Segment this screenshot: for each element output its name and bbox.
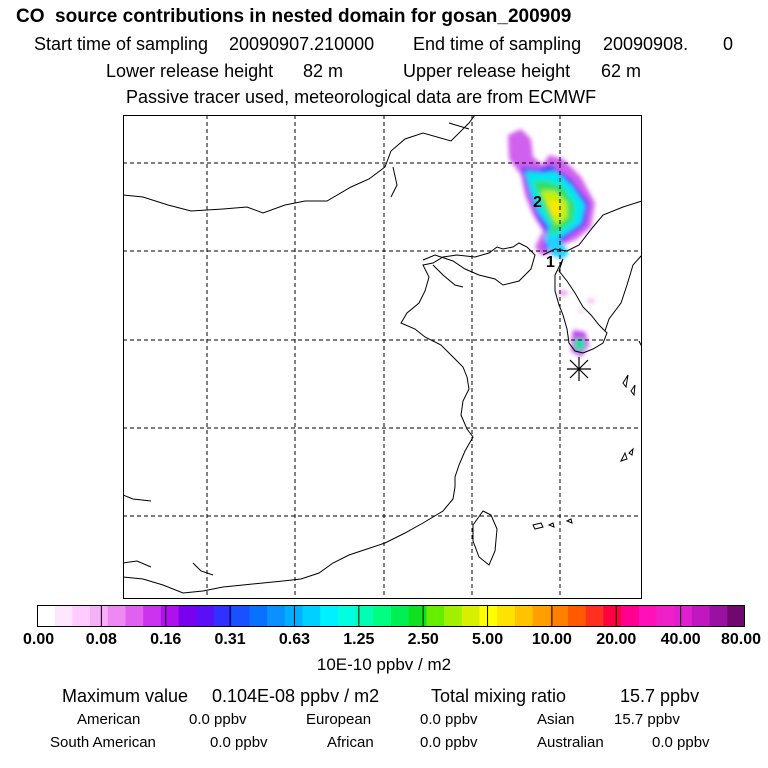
colorbar-tick-label: 0.00 (22, 631, 55, 648)
colorbar-cell (355, 605, 374, 627)
lower-release-label: Lower release height (106, 61, 274, 81)
region-name: Australian (537, 734, 604, 751)
region-value: 0.0 ppbv (189, 711, 247, 728)
region-name: Asian (537, 711, 575, 728)
colorbar-cell (302, 605, 321, 627)
plume-label-1: 1 (546, 254, 555, 271)
region-value: 0.0 ppbv (652, 734, 710, 751)
colorbar-cell (160, 605, 180, 627)
colorbar-tick-label: 0.08 (85, 631, 117, 648)
colorbar-tick-label: 20.00 (596, 631, 637, 648)
coastlines (123, 115, 642, 594)
region-name: European (306, 711, 372, 728)
gosan-station-marker (567, 357, 591, 381)
colorbar-cell (426, 605, 445, 627)
colorbar-cell (231, 605, 250, 627)
colorbar-cell (284, 605, 304, 627)
colorbar-cell (37, 605, 56, 627)
end-time-value: 20090908. (603, 34, 689, 54)
colorbar-cell (479, 605, 498, 627)
region-name: African (327, 734, 374, 751)
colorbar-cell (408, 605, 427, 627)
colorbar-cell (125, 605, 144, 627)
upper-release-label: Upper release height (403, 61, 571, 81)
total-mixing-label: Total mixing ratio (431, 686, 567, 706)
region-value: 0.0 ppbv (420, 711, 478, 728)
colorbar-tick-label: 2.50 (407, 631, 439, 648)
region-value: 15.7 ppbv (614, 711, 680, 728)
tracer-note: Passive tracer used, meteorological data… (126, 87, 597, 107)
colorbar-cell (72, 605, 91, 627)
colorbar-cell (54, 605, 73, 627)
colorbar-cell (337, 605, 357, 627)
colorbar-cell (585, 605, 604, 627)
colorbar-cell (373, 605, 392, 627)
colorbar-tick-label: 0.63 (278, 631, 311, 648)
colorbar-tick-label: 0.16 (150, 631, 182, 648)
colorbar-cell (196, 605, 215, 627)
start-time-label: Start time of sampling (34, 34, 209, 54)
end-time-extra: 0 (723, 34, 734, 54)
colorbar-cell (709, 605, 728, 627)
lower-release-value: 82 m (303, 61, 344, 81)
colorbar-cell (568, 605, 587, 627)
colorbar-cell (656, 605, 675, 627)
colorbar-cell (391, 605, 410, 627)
map-title: CO source contributions in nested domain… (16, 6, 572, 27)
colorbar-cell (107, 605, 127, 627)
plume-label-2: 2 (533, 194, 542, 211)
colorbar-cell (497, 605, 516, 627)
colorbar-cell (444, 605, 463, 627)
end-time-label: End time of sampling (413, 34, 582, 54)
region-value: 0.0 ppbv (210, 734, 268, 751)
colorbar (37, 605, 745, 627)
colorbar-cell (603, 605, 622, 627)
colorbar-units: 10E-10 ppbv / m2 (316, 655, 452, 674)
colorbar-tick-label: 10.00 (531, 631, 572, 648)
colorbar-cell (621, 605, 640, 627)
colorbar-cell (514, 605, 534, 627)
colorbar-cell (178, 605, 197, 627)
total-mixing-value: 15.7 ppbv (620, 686, 700, 706)
colorbar-cell (691, 605, 711, 627)
colorbar-cell (532, 605, 551, 627)
colorbar-cell (674, 605, 693, 627)
start-time-value: 20090907.210000 (229, 34, 375, 54)
colorbar-cell (461, 605, 481, 627)
colorbar-tick-label: 80.00 (720, 631, 762, 648)
region-name: American (77, 711, 141, 728)
colorbar-cell (638, 605, 658, 627)
map-panel: 2 1 (123, 115, 642, 599)
colorbar-tick-label: 40.00 (660, 631, 701, 648)
colorbar-cell (214, 605, 233, 627)
max-value-label: Maximum value (62, 686, 189, 706)
colorbar-cell (90, 605, 109, 627)
upper-release-value: 62 m (601, 61, 642, 81)
colorbar-tick-label: 1.25 (343, 631, 375, 648)
colorbar-cell (267, 605, 286, 627)
colorbar-cell (143, 605, 162, 627)
colorbar-cell (550, 605, 569, 627)
lat-lon-grid (123, 115, 642, 599)
colorbar-tick-label: 0.31 (214, 631, 246, 648)
colorbar-cell (727, 605, 745, 627)
colorbar-cell (320, 605, 339, 627)
region-value: 0.0 ppbv (420, 734, 478, 751)
colorbar-tick-label: 5.00 (471, 631, 504, 648)
region-name: South American (50, 734, 156, 751)
max-value: 0.104E-08 ppbv / m2 (212, 686, 380, 706)
colorbar-cell (249, 605, 268, 627)
